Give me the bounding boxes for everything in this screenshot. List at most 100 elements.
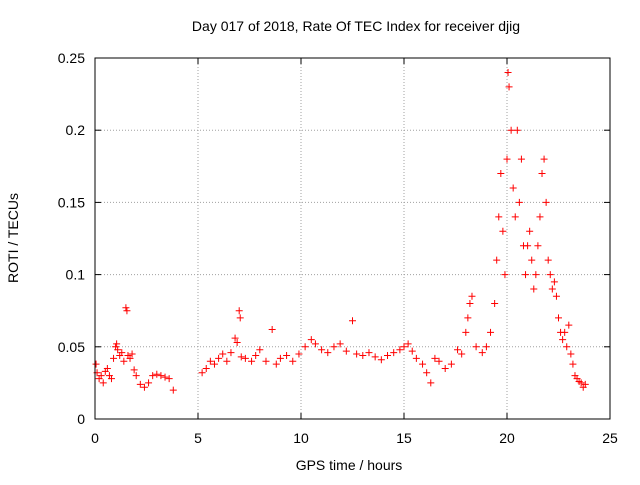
data-point [353,350,361,358]
data-point [99,379,107,387]
data-point [419,360,427,368]
data-point [427,379,435,387]
y-tick-label: 0.2 [66,122,86,138]
data-point [324,349,332,357]
data-point [555,314,562,322]
data-point [505,83,513,91]
data-point [507,126,515,134]
data-point [149,372,157,380]
data-point [276,354,284,362]
data-point [114,346,122,354]
data-point [540,155,548,163]
data-point [153,370,161,378]
x-tick-label: 25 [602,430,618,446]
data-point [295,350,303,358]
data-point [126,354,134,362]
y-tick-label: 0 [77,411,85,427]
data-point [371,353,379,361]
data-point [530,285,538,293]
plot-frame [94,57,611,420]
data-point [400,343,408,351]
y-tick-label: 0.15 [58,194,85,210]
data-marks [92,68,589,394]
data-point [219,350,227,358]
data-point [237,353,245,361]
data-point [252,351,260,359]
y-tick-label: 0.05 [58,339,85,355]
data-point [517,155,525,163]
data-point [92,360,100,368]
data-point [534,242,542,250]
data-point [236,314,244,322]
data-point [478,349,486,357]
data-point [384,351,392,359]
data-point [169,386,177,394]
data-point [544,256,552,264]
x-tick-label: 20 [499,430,515,446]
data-point [161,373,169,381]
data-point [97,372,105,380]
data-point [210,360,218,368]
data-point [235,307,243,315]
data-point [390,349,398,357]
data-point [522,271,530,279]
data-point [110,354,118,362]
data-point [136,380,144,388]
data-point [577,379,585,387]
data-point [423,369,431,377]
data-point [538,170,546,178]
chart-title: Day 017 of 2018, Rate Of TEC Index for r… [192,18,520,34]
data-point [513,126,521,134]
data-point [487,328,495,336]
data-point [412,354,420,362]
data-point [262,357,270,365]
data-point [336,340,344,348]
data-point [536,213,544,221]
data-point [462,328,470,336]
data-point [113,340,121,348]
data-point [546,271,554,279]
data-point [301,343,309,351]
data-point [165,375,173,383]
data-point [563,343,571,351]
data-point [435,357,443,365]
data-point [404,340,412,348]
data-point [499,227,507,235]
data-point [377,356,385,364]
data-point [559,336,567,344]
data-point [511,213,519,221]
data-point [491,299,499,307]
data-point [524,242,532,250]
data-point [396,346,404,354]
data-point [501,271,509,279]
data-point [441,364,449,372]
data-point [248,357,256,365]
data-point [552,292,560,300]
x-axis-label: GPS time / hours [296,457,403,473]
data-point [311,340,319,348]
data-point [330,343,338,351]
data-point [515,198,523,206]
x-tick-label: 10 [293,430,309,446]
data-point [504,68,512,76]
x-tick-label: 5 [194,430,202,446]
data-point [359,351,367,359]
data-point [509,184,517,192]
data-point [532,271,540,279]
data-point [307,336,315,344]
data-point [342,347,350,355]
data-point [493,256,501,264]
data-point [206,357,214,365]
data-point [233,338,241,346]
data-point [103,364,111,372]
data-point [466,299,474,307]
data-point [227,349,235,357]
data-point [408,347,416,355]
data-point [526,227,534,235]
data-point [145,379,153,387]
data-point [528,256,536,264]
data-point [123,307,131,315]
data-point [561,328,569,336]
